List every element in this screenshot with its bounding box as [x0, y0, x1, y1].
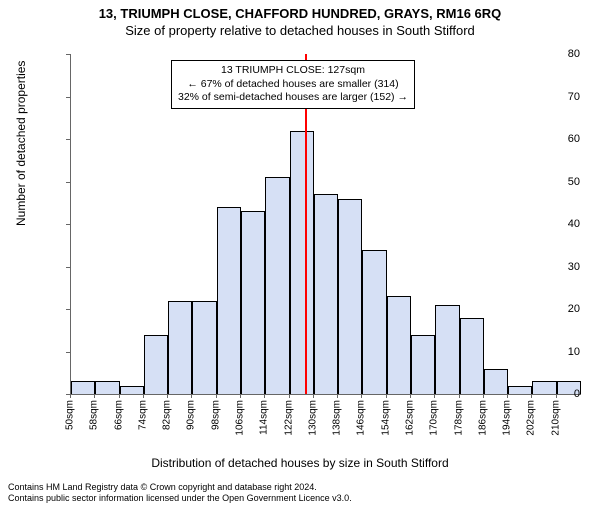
xtick-mark: [70, 394, 71, 398]
footer-line1: Contains HM Land Registry data © Crown c…: [8, 482, 352, 493]
histogram-bar: [362, 250, 386, 395]
xtick-label: 186sqm: [477, 400, 488, 436]
xtick-label: 74sqm: [137, 400, 148, 430]
xtick-label: 194sqm: [502, 400, 513, 436]
xtick-label: 122sqm: [283, 400, 294, 436]
xtick-label: 210sqm: [550, 400, 561, 436]
xtick-label: 154sqm: [380, 400, 391, 436]
xtick-label: 90sqm: [186, 400, 197, 430]
ytick-mark: [66, 139, 70, 140]
ytick-mark: [66, 267, 70, 268]
xtick-label: 138sqm: [332, 400, 343, 436]
xtick-mark: [483, 394, 484, 398]
histogram-bar: [338, 199, 362, 395]
xtick-mark: [507, 394, 508, 398]
xtick-mark: [94, 394, 95, 398]
xtick-mark: [240, 394, 241, 398]
ytick-label: 50: [562, 176, 580, 188]
ytick-label: 80: [562, 48, 580, 60]
histogram-bar: [387, 296, 411, 394]
footer-attribution: Contains HM Land Registry data © Crown c…: [8, 482, 352, 504]
histogram-bar: [168, 301, 192, 395]
xtick-label: 98sqm: [210, 400, 221, 430]
xtick-mark: [434, 394, 435, 398]
xtick-mark: [386, 394, 387, 398]
footer-line2: Contains public sector information licen…: [8, 493, 352, 504]
plot-area: 13 TRIUMPH CLOSE: 127sqm← 67% of detache…: [70, 54, 581, 395]
y-axis-label: Number of detached properties: [14, 61, 28, 226]
xtick-label: 202sqm: [526, 400, 537, 436]
xtick-label: 50sqm: [65, 400, 76, 430]
xtick-label: 82sqm: [162, 400, 173, 430]
annotation-line3: 32% of semi-detached houses are larger (…: [178, 91, 408, 105]
histogram-bar: [508, 386, 532, 395]
histogram-bar: [314, 194, 338, 394]
ytick-mark: [66, 97, 70, 98]
chart-area: 13 TRIUMPH CLOSE: 127sqm← 67% of detache…: [50, 54, 580, 414]
annotation-box: 13 TRIUMPH CLOSE: 127sqm← 67% of detache…: [171, 60, 415, 109]
xtick-mark: [410, 394, 411, 398]
xtick-mark: [264, 394, 265, 398]
ytick-label: 60: [562, 133, 580, 145]
chart-title-desc: Size of property relative to detached ho…: [0, 23, 600, 38]
xtick-label: 146sqm: [356, 400, 367, 436]
ytick-label: 0: [562, 388, 580, 400]
histogram-bar: [71, 381, 95, 394]
xtick-label: 114sqm: [259, 400, 270, 435]
xtick-mark: [531, 394, 532, 398]
xtick-mark: [143, 394, 144, 398]
xtick-label: 162sqm: [405, 400, 416, 436]
histogram-bar: [144, 335, 168, 395]
x-axis-label: Distribution of detached houses by size …: [0, 456, 600, 470]
annotation-line1: 13 TRIUMPH CLOSE: 127sqm: [178, 64, 408, 78]
ytick-label: 30: [562, 261, 580, 273]
annotation-line2: ← 67% of detached houses are smaller (31…: [178, 78, 408, 92]
histogram-bar: [192, 301, 216, 395]
ytick-label: 10: [562, 346, 580, 358]
ytick-label: 40: [562, 218, 580, 230]
xtick-mark: [556, 394, 557, 398]
xtick-mark: [459, 394, 460, 398]
xtick-label: 130sqm: [307, 400, 318, 436]
histogram-bar: [241, 211, 265, 394]
ytick-mark: [66, 309, 70, 310]
xtick-label: 170sqm: [429, 400, 440, 436]
xtick-label: 66sqm: [113, 400, 124, 430]
chart-title-address: 13, TRIUMPH CLOSE, CHAFFORD HUNDRED, GRA…: [0, 6, 600, 21]
xtick-mark: [289, 394, 290, 398]
xtick-mark: [361, 394, 362, 398]
histogram-bar: [120, 386, 144, 395]
ytick-mark: [66, 352, 70, 353]
histogram-bar: [532, 381, 556, 394]
histogram-bar: [460, 318, 484, 395]
xtick-label: 178sqm: [453, 400, 464, 436]
histogram-bar: [435, 305, 459, 394]
histogram-bar: [95, 381, 119, 394]
histogram-bar: [411, 335, 435, 395]
xtick-mark: [167, 394, 168, 398]
xtick-mark: [191, 394, 192, 398]
xtick-label: 106sqm: [235, 400, 246, 436]
xtick-label: 58sqm: [89, 400, 100, 430]
histogram-bar: [265, 177, 289, 394]
xtick-mark: [216, 394, 217, 398]
ytick-mark: [66, 54, 70, 55]
ytick-mark: [66, 182, 70, 183]
ytick-label: 20: [562, 303, 580, 315]
ytick-mark: [66, 224, 70, 225]
xtick-mark: [119, 394, 120, 398]
histogram-bar: [290, 131, 314, 395]
ytick-label: 70: [562, 91, 580, 103]
histogram-bar: [217, 207, 241, 394]
xtick-mark: [313, 394, 314, 398]
xtick-mark: [337, 394, 338, 398]
histogram-bar: [484, 369, 508, 395]
